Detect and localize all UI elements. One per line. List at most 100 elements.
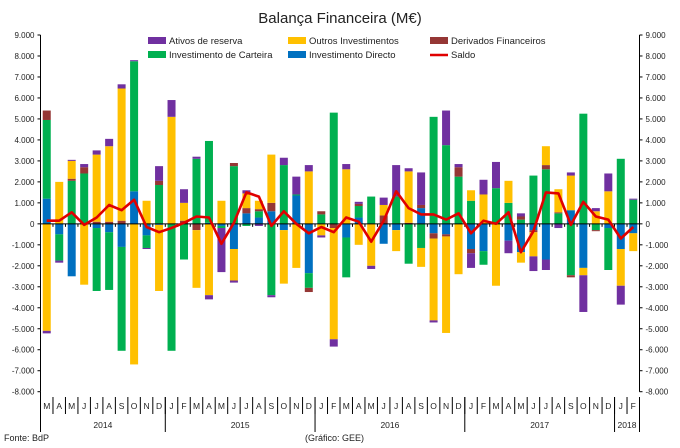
month-label: D <box>306 401 312 411</box>
bar-derivados-financeiros <box>105 221 114 224</box>
bar-investimento-de-carteira <box>616 158 625 224</box>
left-tick-label: 5.000 <box>14 115 35 124</box>
bar-investimento-de-carteira <box>629 199 638 224</box>
bar-derivados-financeiros <box>254 209 263 212</box>
bar-outros-investimentos <box>604 191 613 224</box>
left-tick-label: -5.000 <box>12 325 35 334</box>
legend-swatch <box>148 37 166 44</box>
bar-outros-investimentos <box>629 233 638 252</box>
bar-ativos-de-reserva <box>454 164 463 168</box>
right-tick-label: 1.000 <box>646 199 667 208</box>
right-tick-label: 9.000 <box>646 31 667 40</box>
bar-derivados-financeiros <box>591 230 600 232</box>
bars <box>40 60 640 365</box>
month-label: D <box>156 401 162 411</box>
bar-investimento-directo <box>292 195 301 224</box>
bar-outros-investimentos <box>117 88 126 221</box>
right-tick-label: 4.000 <box>646 136 667 145</box>
bar-derivados-financeiros <box>192 223 201 231</box>
month-label: S <box>568 401 574 411</box>
bar-derivados-financeiros <box>267 202 276 212</box>
bar-ativos-de-reserva <box>342 164 351 170</box>
bar-investimento-de-carteira <box>117 246 126 351</box>
right-tick-label: -3.000 <box>646 283 669 292</box>
bar-investimento-de-carteira <box>279 165 288 224</box>
bar-ativos-de-reserva <box>529 256 538 272</box>
legend-label: Saldo <box>451 50 475 61</box>
bar-ativos-de-reserva <box>554 223 563 229</box>
month-label: O <box>580 401 587 411</box>
left-tick-label: -2.000 <box>12 262 35 271</box>
bar-outros-investimentos <box>504 180 513 203</box>
bar-outros-investimentos <box>491 223 500 286</box>
month-label: F <box>481 401 486 411</box>
month-label: J <box>319 401 323 411</box>
legend-swatch <box>430 37 448 44</box>
bar-ativos-de-reserva <box>92 150 101 155</box>
bar-ativos-de-reserva <box>117 84 126 89</box>
bar-investimento-directo <box>142 223 151 236</box>
month-label: D <box>605 401 611 411</box>
bar-derivados-financeiros <box>67 178 76 181</box>
bar-investimento-directo <box>379 223 388 244</box>
bar-derivados-financeiros <box>304 287 313 293</box>
bar-investimento-de-carteira <box>292 194 301 196</box>
left-tick-label: -7.000 <box>12 367 35 376</box>
bar-investimento-de-carteira <box>192 158 201 224</box>
bar-derivados-financeiros <box>317 211 326 215</box>
bar-investimento-directo <box>105 223 114 233</box>
right-tick-label: 5.000 <box>646 115 667 124</box>
bar-investimento-de-carteira <box>554 213 563 224</box>
month-label: M <box>517 401 524 411</box>
bar-derivados-financeiros <box>454 167 463 177</box>
month-label: A <box>106 401 112 411</box>
right-tick-label: 7.000 <box>646 73 667 82</box>
bar-investimento-de-carteira <box>429 116 438 224</box>
bar-derivados-financeiros <box>516 216 525 220</box>
left-tick-label: -4.000 <box>12 304 35 313</box>
bar-investimento-de-carteira <box>267 223 276 296</box>
bar-investimento-directo <box>479 223 488 252</box>
bar-outros-investimentos <box>55 181 64 224</box>
bar-outros-investimentos <box>379 204 388 216</box>
bar-outros-investimentos <box>42 223 51 331</box>
bar-investimento-de-carteira <box>317 214 326 224</box>
month-label: J <box>544 401 548 411</box>
bar-investimento-directo <box>417 208 426 224</box>
bar-outros-investimentos <box>242 193 251 209</box>
bar-investimento-directo <box>254 217 263 224</box>
bar-outros-investimentos <box>541 146 550 166</box>
month-label: M <box>68 401 75 411</box>
bar-ativos-de-reserva <box>192 156 201 159</box>
bar-investimento-de-carteira <box>229 166 238 224</box>
legend: Ativos de reserva Outros Investimentos Der… <box>148 36 546 61</box>
bar-outros-investimentos <box>92 154 101 222</box>
bar-investimento-de-carteira <box>304 273 313 288</box>
saldo-line <box>46 190 635 254</box>
bar-outros-investimentos <box>354 223 363 245</box>
bar-investimento-de-carteira <box>579 113 588 224</box>
right-tick-label: 2.000 <box>646 178 667 187</box>
month-label: J <box>531 401 535 411</box>
bar-investimento-de-carteira <box>130 61 139 192</box>
bar-investimento-directo <box>55 223 64 235</box>
bar-investimento-de-carteira <box>591 223 600 231</box>
bar-ativos-de-reserva <box>55 260 64 263</box>
bar-investimento-directo <box>429 223 438 234</box>
legend-label: Ativos de reserva <box>169 36 243 47</box>
bar-investimento-de-carteira <box>604 228 613 271</box>
bar-ativos-de-reserva <box>442 110 451 146</box>
bar-investimento-de-carteira <box>329 112 338 224</box>
bar-ativos-de-reserva <box>317 235 326 238</box>
bar-ativos-de-reserva <box>267 295 276 298</box>
bar-derivados-financeiros <box>80 167 89 174</box>
bar-ativos-de-reserva <box>417 172 426 205</box>
left-tick-label: 8.000 <box>14 52 35 61</box>
chart-title: Balança Financeira (M€) <box>258 10 421 27</box>
month-label: J <box>169 401 173 411</box>
month-label: S <box>119 401 125 411</box>
bar-investimento-directo <box>267 211 276 224</box>
bar-investimento-directo <box>566 210 575 224</box>
